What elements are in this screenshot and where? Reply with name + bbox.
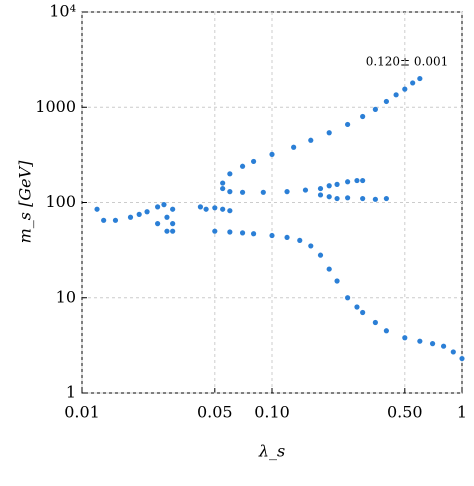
point: [291, 144, 297, 150]
point: [284, 234, 290, 241]
point: [250, 231, 257, 237]
point: [383, 195, 389, 202]
point: [239, 230, 246, 236]
point: [297, 237, 303, 244]
point: [164, 214, 170, 220]
point: [203, 206, 209, 212]
x-tick-label: 0.10: [254, 403, 290, 422]
point: [360, 177, 366, 184]
point: [227, 189, 233, 195]
point: [144, 209, 150, 215]
x-axis-label: λ_s: [258, 442, 285, 461]
y-tick-label: 1: [66, 383, 76, 402]
point: [326, 183, 332, 189]
point: [155, 221, 161, 227]
x-tick-label: 1: [457, 403, 467, 422]
point: [161, 202, 167, 208]
point: [302, 187, 309, 193]
point: [354, 304, 360, 310]
x-tick-label: 0.05: [197, 403, 233, 422]
point: [212, 205, 218, 211]
point: [227, 229, 233, 235]
point: [308, 137, 314, 143]
point: [317, 185, 324, 192]
point: [410, 80, 416, 86]
point: [354, 177, 360, 184]
point: [239, 163, 246, 169]
point: [372, 319, 378, 326]
annotation: 0.120± 0.001: [366, 55, 449, 69]
y-axis-label: m_s [GeV]: [16, 160, 35, 244]
point: [459, 355, 465, 362]
point: [220, 180, 226, 186]
point: [372, 106, 378, 112]
point: [360, 309, 366, 316]
point: [429, 341, 436, 347]
point: [326, 194, 332, 200]
point: [239, 189, 246, 195]
y-tick-label: 100: [45, 192, 76, 211]
point: [334, 278, 340, 284]
point: [393, 92, 399, 98]
point: [212, 228, 218, 234]
point: [197, 204, 204, 210]
point: [326, 130, 332, 136]
point: [170, 221, 176, 227]
point: [260, 189, 266, 195]
point: [155, 204, 161, 210]
point: [127, 214, 134, 220]
point: [383, 328, 389, 334]
point: [417, 338, 423, 344]
point: [345, 179, 351, 185]
y-tick-label: 10: [56, 287, 76, 306]
point: [227, 208, 233, 214]
point: [170, 228, 176, 234]
point: [360, 113, 366, 120]
point: [372, 196, 378, 202]
point: [402, 335, 408, 341]
point: [326, 266, 332, 272]
point: [308, 243, 314, 249]
point: [94, 206, 100, 212]
x-tick-label: 0.01: [64, 403, 100, 422]
point: [101, 217, 107, 223]
point: [402, 86, 408, 92]
point: [317, 192, 324, 198]
point: [164, 228, 170, 234]
point: [227, 171, 233, 177]
point: [440, 343, 447, 349]
point: [334, 181, 340, 187]
point: [136, 211, 142, 218]
point: [450, 349, 456, 355]
point: [345, 121, 351, 128]
x-tick-label: 0.50: [387, 403, 423, 422]
y-tick-label: 10⁴: [49, 2, 76, 21]
point: [383, 98, 389, 105]
y-tick-label: 1000: [35, 97, 76, 116]
point: [250, 158, 257, 165]
point: [317, 252, 324, 258]
point: [170, 206, 176, 212]
point: [220, 206, 226, 212]
point: [345, 295, 351, 301]
point: [269, 232, 275, 239]
point: [284, 189, 290, 195]
point: [417, 75, 423, 82]
point: [334, 195, 340, 202]
point: [220, 185, 226, 192]
point: [360, 195, 366, 202]
point: [345, 195, 351, 201]
point: [112, 217, 119, 223]
point: [269, 151, 275, 157]
